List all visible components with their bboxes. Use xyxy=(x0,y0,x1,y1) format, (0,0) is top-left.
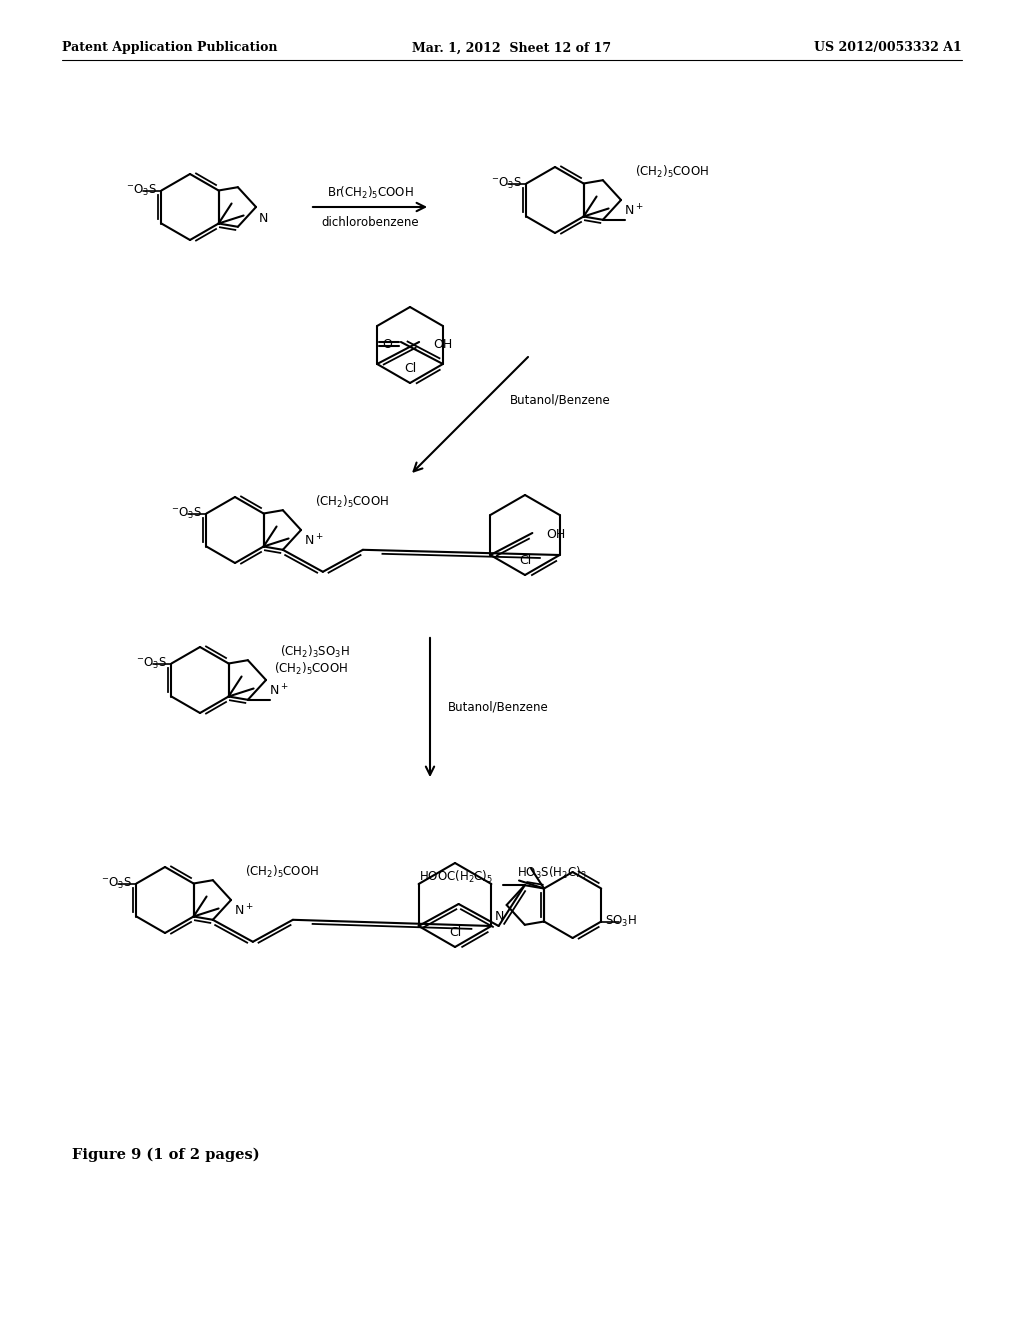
Text: SO$_3$H: SO$_3$H xyxy=(605,913,637,929)
Text: Cl: Cl xyxy=(449,925,461,939)
Text: OH: OH xyxy=(433,338,453,351)
Text: $^{-}$O$_3$S: $^{-}$O$_3$S xyxy=(171,506,203,521)
Text: N$^+$: N$^+$ xyxy=(624,203,643,219)
Text: Butanol/Benzene: Butanol/Benzene xyxy=(449,701,549,714)
Text: $^{-}$O$_3$S: $^{-}$O$_3$S xyxy=(126,183,158,198)
Text: N: N xyxy=(259,211,268,224)
Text: (CH$_2$)$_5$COOH: (CH$_2$)$_5$COOH xyxy=(245,865,318,880)
Text: N: N xyxy=(495,909,504,923)
Text: $^{-}$O$_3$S: $^{-}$O$_3$S xyxy=(492,176,522,191)
Text: Cl: Cl xyxy=(403,363,416,375)
Text: Patent Application Publication: Patent Application Publication xyxy=(62,41,278,54)
Text: (CH$_2$)$_5$COOH: (CH$_2$)$_5$COOH xyxy=(315,494,389,510)
Text: N$^+$: N$^+$ xyxy=(234,903,254,919)
Text: HO$_3$S(H$_2$C)$_3$: HO$_3$S(H$_2$C)$_3$ xyxy=(517,865,587,880)
Text: Cl: Cl xyxy=(519,554,531,568)
Text: Butanol/Benzene: Butanol/Benzene xyxy=(510,393,610,407)
Text: N$^+$: N$^+$ xyxy=(269,684,289,698)
Text: US 2012/0053332 A1: US 2012/0053332 A1 xyxy=(814,41,962,54)
Text: HOOC(H$_2$C)$_5$: HOOC(H$_2$C)$_5$ xyxy=(419,869,493,884)
Text: (CH$_2$)$_3$SO$_3$H: (CH$_2$)$_3$SO$_3$H xyxy=(280,644,349,660)
Text: $^{-}$O$_3$S: $^{-}$O$_3$S xyxy=(136,656,167,671)
Text: Figure 9 (1 of 2 pages): Figure 9 (1 of 2 pages) xyxy=(72,1148,260,1162)
Text: (CH$_2$)$_5$COOH: (CH$_2$)$_5$COOH xyxy=(635,164,709,180)
Text: N$^+$: N$^+$ xyxy=(304,533,324,549)
Text: (CH$_2$)$_5$COOH: (CH$_2$)$_5$COOH xyxy=(273,660,347,677)
Text: dichlorobenzene: dichlorobenzene xyxy=(322,215,419,228)
Text: Mar. 1, 2012  Sheet 12 of 17: Mar. 1, 2012 Sheet 12 of 17 xyxy=(413,41,611,54)
Text: $^{-}$O$_3$S: $^{-}$O$_3$S xyxy=(101,876,132,891)
Text: Br(CH$_2$)$_5$COOH: Br(CH$_2$)$_5$COOH xyxy=(327,185,414,201)
Text: O: O xyxy=(382,338,392,351)
Text: OH: OH xyxy=(547,528,565,541)
